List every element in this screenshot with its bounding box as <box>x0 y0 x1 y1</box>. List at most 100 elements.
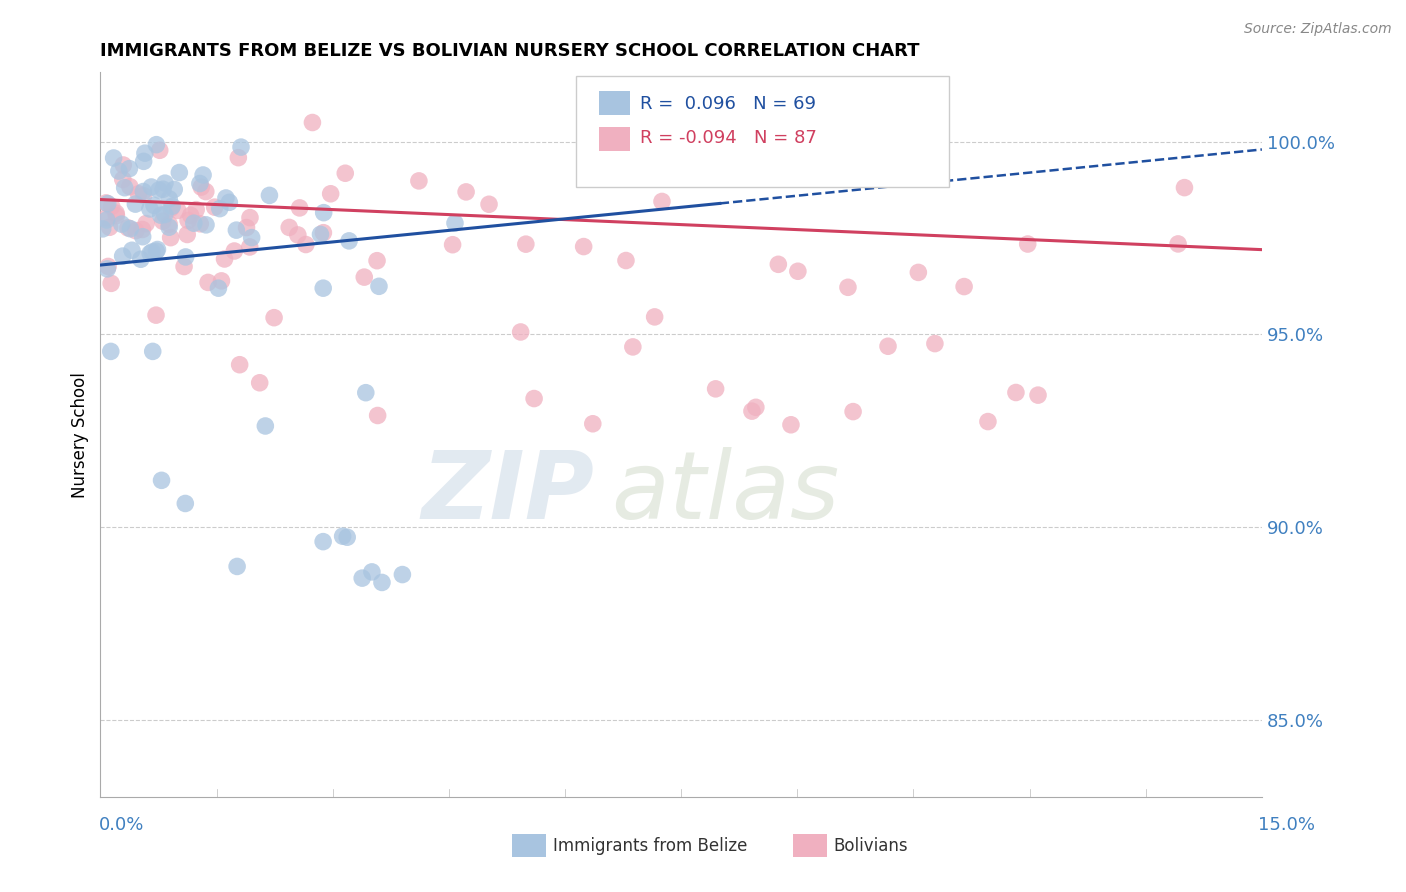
Point <box>226 559 249 574</box>
Point <box>118 179 141 194</box>
Point <box>254 419 277 434</box>
Point <box>120 221 142 235</box>
Point <box>125 224 148 238</box>
Point <box>117 220 139 235</box>
Point <box>157 217 180 231</box>
Point <box>149 143 172 157</box>
Point <box>149 208 172 222</box>
Point <box>837 280 859 294</box>
Point <box>704 382 727 396</box>
Point <box>456 185 478 199</box>
Point <box>100 199 122 213</box>
Point <box>228 358 250 372</box>
Point <box>180 208 202 222</box>
Point <box>1026 388 1049 402</box>
Point <box>368 279 391 293</box>
Point <box>367 409 389 423</box>
Point <box>105 206 128 220</box>
Point <box>444 216 467 230</box>
Point <box>371 575 394 590</box>
Point <box>225 223 247 237</box>
Point <box>877 339 900 353</box>
Point <box>111 217 134 231</box>
Point <box>354 385 377 400</box>
Point <box>204 200 226 214</box>
Point <box>353 270 375 285</box>
Point <box>441 237 464 252</box>
Point <box>208 202 231 216</box>
Point <box>509 325 531 339</box>
Point <box>572 239 595 253</box>
Point <box>103 151 125 165</box>
Point <box>1005 385 1028 400</box>
Point <box>336 530 359 544</box>
Point <box>191 168 214 182</box>
Point <box>745 401 768 415</box>
Point <box>478 197 501 211</box>
Point <box>312 281 335 295</box>
Point <box>160 201 183 215</box>
Point <box>207 281 229 295</box>
Point <box>651 194 673 209</box>
Point <box>235 220 257 235</box>
Point <box>229 140 252 154</box>
Point <box>114 180 136 194</box>
Point <box>408 174 430 188</box>
Point <box>194 185 217 199</box>
Point <box>142 344 165 359</box>
Point <box>259 188 281 202</box>
Point <box>332 529 354 543</box>
Point <box>1017 237 1039 252</box>
Point <box>614 253 637 268</box>
Point <box>141 244 163 259</box>
Point <box>159 230 181 244</box>
Point <box>197 276 219 290</box>
Point <box>105 209 128 223</box>
Point <box>152 214 174 228</box>
Point <box>312 534 335 549</box>
Point <box>145 308 167 322</box>
Point <box>228 151 250 165</box>
Point <box>135 217 157 231</box>
Point <box>96 211 118 225</box>
Point <box>97 196 120 211</box>
Text: Bolivians: Bolivians <box>834 837 908 855</box>
Point <box>160 199 183 213</box>
Point <box>177 213 200 227</box>
Point <box>100 277 122 291</box>
Point <box>361 565 384 579</box>
Point <box>100 344 122 359</box>
Point <box>153 176 176 190</box>
Point <box>150 473 173 487</box>
Text: Source: ZipAtlas.com: Source: ZipAtlas.com <box>1244 22 1392 37</box>
Point <box>301 115 323 129</box>
Point <box>173 260 195 274</box>
Point <box>582 417 605 431</box>
Point <box>190 180 212 194</box>
Point <box>132 154 155 169</box>
Point <box>131 229 153 244</box>
Point <box>176 227 198 242</box>
Point <box>111 172 134 186</box>
Point <box>1173 180 1195 194</box>
Point <box>218 195 240 210</box>
Text: IMMIGRANTS FROM BELIZE VS BOLIVIAN NURSERY SCHOOL CORRELATION CHART: IMMIGRANTS FROM BELIZE VS BOLIVIAN NURSE… <box>100 42 920 60</box>
Point <box>121 244 143 258</box>
Point <box>134 146 156 161</box>
Point <box>786 264 808 278</box>
Point <box>391 567 413 582</box>
Point <box>139 202 162 216</box>
Point <box>907 265 929 279</box>
Point <box>319 186 342 201</box>
Point <box>145 137 167 152</box>
Point <box>111 249 134 263</box>
Point <box>188 217 211 231</box>
Text: 15.0%: 15.0% <box>1257 816 1315 834</box>
Point <box>953 279 976 293</box>
Point <box>152 182 174 196</box>
Point <box>312 205 335 219</box>
Point <box>91 222 114 236</box>
Point <box>169 165 191 179</box>
Point <box>800 131 823 145</box>
Point <box>153 208 176 222</box>
